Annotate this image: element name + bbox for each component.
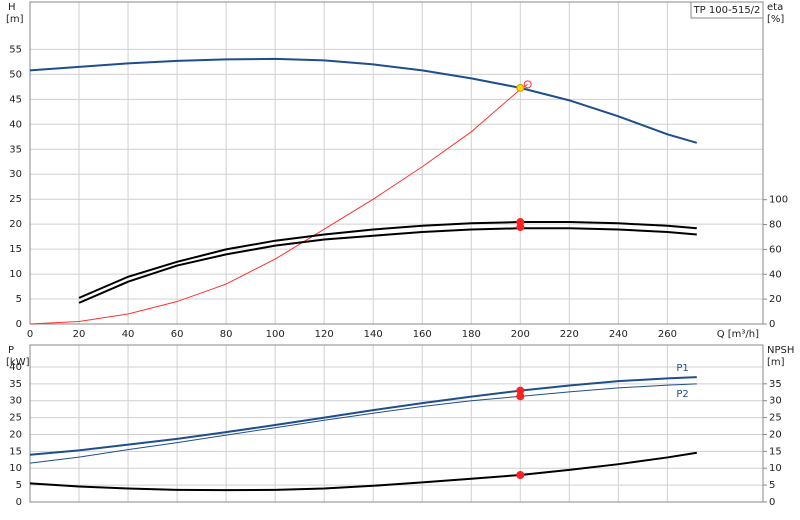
y-tick-label: 25 (9, 194, 22, 205)
y2-axis-title: NPSH (767, 345, 794, 356)
y2-tick-label: 100 (769, 195, 788, 206)
y-tick-label: 30 (9, 396, 22, 407)
y2-tick-label: 25 (769, 413, 782, 424)
y-tick-label: 45 (9, 94, 22, 105)
y-tick-label: 5 (16, 480, 22, 491)
curve (29, 383, 697, 464)
y-tick-label: 0 (16, 497, 22, 508)
x-tick-label: 240 (609, 329, 628, 340)
x-tick-label: 80 (220, 329, 233, 340)
x-tick-label: 40 (122, 329, 135, 340)
y2-axis-unit: [m] (767, 357, 785, 368)
y-tick-label: 10 (9, 463, 22, 474)
operating-point (516, 392, 525, 401)
y-tick-label: 55 (9, 44, 22, 55)
plot-frame (29, 1, 764, 325)
x-tick-label: 140 (364, 329, 383, 340)
curve (78, 221, 697, 299)
y2-tick-label: 30 (769, 396, 782, 407)
y-axis-unit: [m] (6, 14, 24, 25)
operating-point (523, 80, 532, 89)
y-tick-label: 35 (9, 144, 22, 155)
y-tick-label: 25 (9, 413, 22, 424)
series-label: P1 (676, 363, 688, 374)
y-tick-label: 5 (16, 294, 22, 305)
model-label: TP 100-515/2 (693, 5, 761, 16)
y-tick-label: 20 (9, 429, 22, 440)
operating-point (516, 83, 525, 92)
y2-tick-label: 60 (769, 244, 782, 255)
y2-tick-label: 20 (769, 429, 782, 440)
y2-tick-label: 40 (769, 269, 782, 280)
y-axis-unit: [kW] (6, 357, 30, 368)
y2-tick-label: 20 (769, 294, 782, 305)
curve (29, 451, 697, 492)
plot-frame (29, 344, 764, 503)
y2-tick-label: 0 (769, 497, 775, 508)
y2-tick-label: 80 (769, 220, 782, 231)
y-tick-label: 0 (16, 319, 22, 330)
x-tick-label: 60 (171, 329, 184, 340)
x-tick-label: 20 (73, 329, 86, 340)
curve (29, 83, 528, 325)
x-tick-label: 100 (266, 329, 285, 340)
x-tick-label: 120 (315, 329, 334, 340)
y2-tick-label: 10 (769, 463, 782, 474)
y-tick-label: 15 (9, 244, 22, 255)
x-tick-label: 0 (27, 329, 33, 340)
y2-axis-unit: [%] (767, 14, 784, 25)
curve (29, 57, 698, 144)
y-tick-label: 50 (9, 69, 22, 80)
curve (29, 376, 697, 456)
x-tick-label: 160 (413, 329, 432, 340)
y-tick-label: 30 (9, 169, 22, 180)
x-tick-label: 200 (511, 329, 530, 340)
operating-point (516, 470, 525, 479)
y2-tick-label: 0 (769, 319, 775, 330)
x-tick-label: 220 (560, 329, 579, 340)
x-axis-title: Q [m³/h] (717, 329, 759, 340)
curve (78, 227, 697, 304)
y-tick-label: 40 (9, 362, 22, 373)
y-tick-label: 35 (9, 379, 22, 390)
y2-tick-label: 15 (769, 446, 782, 457)
y2-tick-label: 5 (769, 480, 775, 491)
x-tick-label: 260 (658, 329, 677, 340)
y-axis-title: P (8, 345, 14, 356)
y-tick-label: 40 (9, 119, 22, 130)
series-label: P2 (676, 389, 688, 400)
model-label-box (690, 1, 764, 19)
operating-point (516, 223, 525, 232)
y-tick-label: 10 (9, 269, 22, 280)
y2-tick-label: 35 (769, 379, 782, 390)
y-axis-title: H (8, 2, 16, 13)
y-tick-label: 15 (9, 446, 22, 457)
x-tick-label: 180 (462, 329, 481, 340)
y2-axis-title: eta (767, 2, 783, 13)
y-tick-label: 20 (9, 219, 22, 230)
